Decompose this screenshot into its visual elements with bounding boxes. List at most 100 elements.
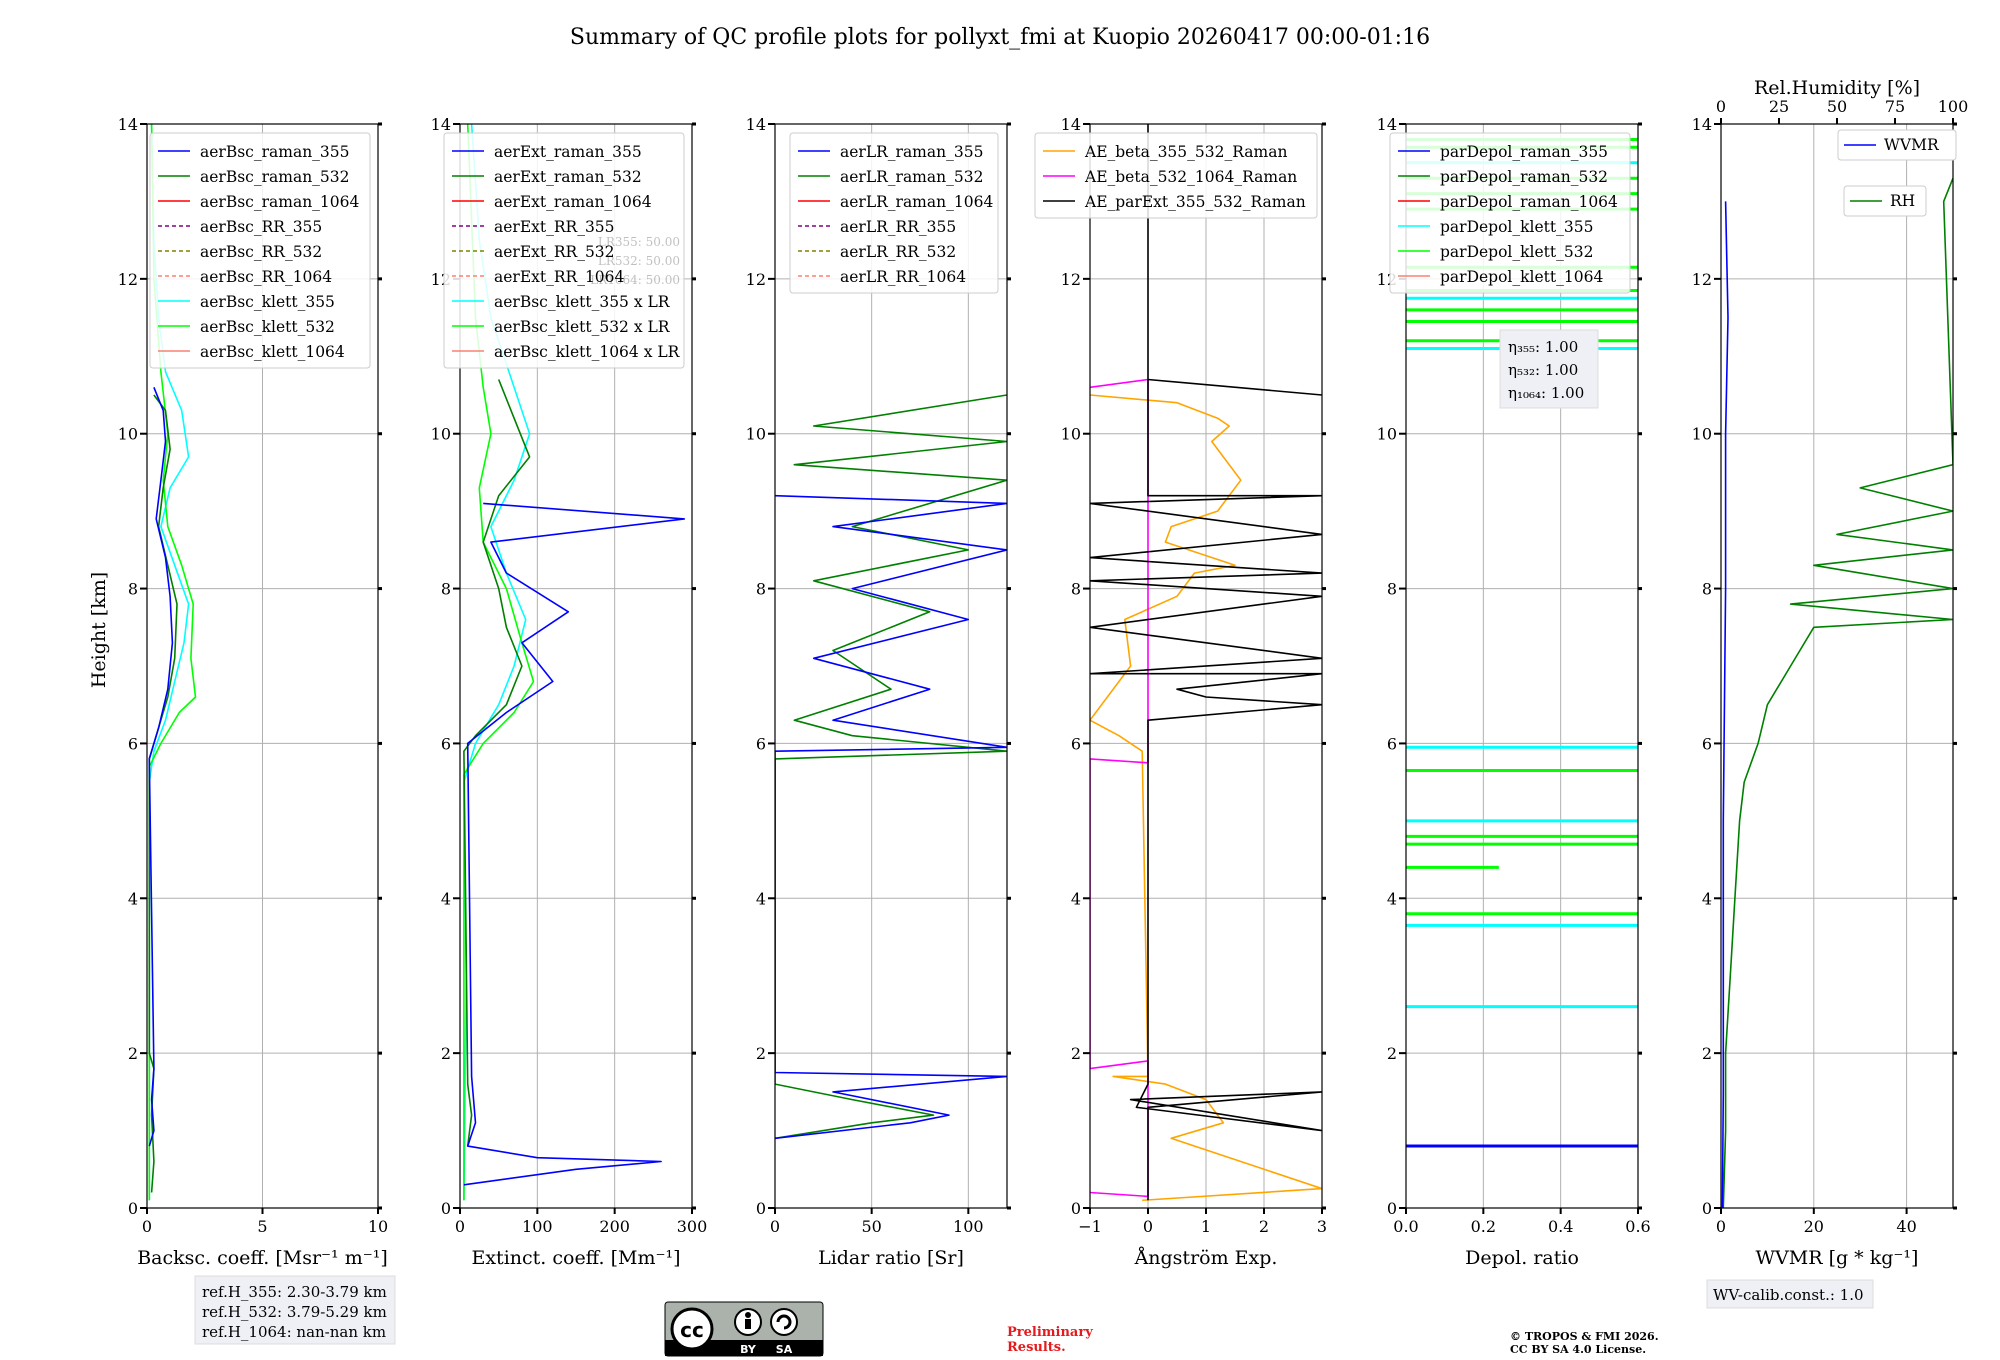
- x-tick-label: 0.2: [1471, 1217, 1496, 1236]
- x-tick-label: 200: [599, 1217, 630, 1236]
- y-tick-label: 14: [1377, 115, 1397, 134]
- by-person-body: [745, 1319, 751, 1329]
- legend-label: aerExt_raman_355: [494, 143, 642, 161]
- y-tick-label: 8: [1071, 580, 1081, 599]
- wv-calib-box-bg: [1706, 1279, 1874, 1309]
- y-tick-label: 6: [441, 734, 451, 753]
- lr-note: LR1064: 50.00: [590, 273, 680, 287]
- y-tick-label: 0: [1387, 1199, 1397, 1218]
- series-line-WVMR: [1721, 201, 1729, 1208]
- y-tick-label: 12: [1061, 270, 1081, 289]
- x-tick-label: 50: [861, 1217, 881, 1236]
- top-x-tick-label: 100: [1938, 97, 1969, 116]
- cc-icon: [670, 1307, 714, 1351]
- x-tick-label: 40: [1896, 1217, 1916, 1236]
- y-tick-label: 6: [128, 734, 138, 753]
- x-axis-label: WVMR [g * kg⁻¹]: [1756, 1247, 1919, 1269]
- x-axis-label: Depol. ratio: [1465, 1247, 1579, 1269]
- top-x-tick-label: 25: [1769, 97, 1789, 116]
- legend-label: aerExt_RR_1064: [494, 268, 625, 286]
- copyright-line-1: © TROPOS & FMI 2026.: [1510, 1330, 1659, 1343]
- y-tick-label: 8: [441, 580, 451, 599]
- x-tick-label: 100: [953, 1217, 984, 1236]
- ref-h-1064: ref.H_1064: nan-nan km: [202, 1323, 386, 1341]
- legend-box: [1389, 132, 1631, 294]
- y-tick-label: 10: [1692, 425, 1712, 444]
- x-tick-label: 2: [1259, 1217, 1269, 1236]
- series-line-aerExt_raman_532: [463, 379, 531, 1147]
- legend-label: parDepol_klett_532: [1440, 243, 1593, 261]
- panel-lidar_ratio: 0 2 4 6 8 10 12 14 0 50 100 Lidar ratio [Sr] aerLR_r…: [746, 115, 1011, 1269]
- y-tick-label: 2: [441, 1044, 451, 1063]
- legend-label: aerBsc_klett_532: [200, 318, 335, 336]
- y-tick-label: 4: [1387, 889, 1397, 908]
- legend-label: aerBsc_klett_355 x LR: [494, 293, 671, 311]
- panel-data: [1090, 124, 1322, 1202]
- y-tick-label: 6: [1702, 734, 1712, 753]
- y-tick-label: 2: [756, 1044, 766, 1063]
- legend-box: [1034, 132, 1318, 219]
- ref-height-box: ref.H_355: 2.30-3.79 km ref.H_532: 3.79-…: [194, 1275, 396, 1345]
- x-tick-label: 1: [1201, 1217, 1211, 1236]
- y-tick-label: 14: [746, 115, 766, 134]
- top-x-tick-label: 50: [1827, 97, 1847, 116]
- y-tick-label: 4: [756, 889, 766, 908]
- panel-frame: [1405, 123, 1639, 1209]
- y-tick-label: 10: [1061, 425, 1081, 444]
- x-tick-label: 0.6: [1625, 1217, 1650, 1236]
- legend-label: aerBsc_klett_355: [200, 293, 335, 311]
- y-tick-label: 4: [441, 889, 451, 908]
- lr-note: LR355: 50.00: [598, 235, 680, 249]
- wv-calib-const: WV-calib.const.: 1.0: [1713, 1286, 1864, 1304]
- panel-data: [463, 124, 686, 1201]
- x-tick-label: 10: [368, 1217, 388, 1236]
- y-tick-label: 12: [118, 270, 138, 289]
- x-tick-label: 3: [1317, 1217, 1327, 1236]
- series-line-aerBsc_klett_532: [148, 124, 197, 1201]
- legend-label: parDepol_klett_1064: [1440, 268, 1603, 286]
- eta-box: [1499, 329, 1599, 409]
- panel-frame: [774, 123, 1008, 1209]
- x-tick-label: 300: [677, 1217, 708, 1236]
- legend-label: aerBsc_klett_1064: [200, 343, 345, 361]
- legend-label: parDepol_raman_355: [1440, 143, 1608, 161]
- legend-label: aerBsc_klett_532 x LR: [494, 318, 671, 336]
- y-tick-label: 0: [1071, 1199, 1081, 1218]
- x-tick-label: −1: [1078, 1217, 1102, 1236]
- legend-label: aerBsc_raman_1064: [200, 193, 360, 211]
- legend-label: parDepol_raman_532: [1440, 168, 1608, 186]
- legend-label: aerExt_RR_355: [494, 218, 615, 236]
- copyright-line-2: CC BY SA 4.0 License.: [1510, 1343, 1646, 1356]
- legend-label: RH: [1890, 192, 1915, 210]
- y-tick-label: 6: [756, 734, 766, 753]
- legend-label: aerLR_raman_532: [840, 168, 983, 186]
- x-tick-label: 0: [455, 1217, 465, 1236]
- y-tick-label: 8: [756, 580, 766, 599]
- legend-label: aerLR_RR_355: [840, 218, 956, 236]
- legend-label: aerBsc_raman_532: [200, 168, 350, 186]
- results-label: Results.: [1007, 1340, 1066, 1355]
- sa-arrow: [776, 1314, 792, 1330]
- y-tick-label: 2: [1702, 1044, 1712, 1063]
- ref-h-355: ref.H_355: 2.30-3.79 km: [202, 1283, 387, 1301]
- cc-icon-label: cc: [680, 1318, 704, 1342]
- legend-label: aerExt_raman_532: [494, 168, 642, 186]
- y-tick-label: 14: [431, 115, 451, 134]
- wv-calib-box: WV-calib.const.: 1.0: [1706, 1279, 1874, 1309]
- series-line-aerBsc_klett_532 x LR: [463, 124, 535, 1201]
- sa-icon: [770, 1308, 798, 1336]
- panel-data: [1721, 177, 1953, 1208]
- ref-height-box-bg: [194, 1275, 396, 1345]
- legend-label: aerExt_RR_532: [494, 243, 615, 261]
- preliminary-label: Preliminary: [1007, 1325, 1093, 1340]
- x-axis-label: Backsc. coeff. [Msr⁻¹ m⁻¹]: [137, 1247, 388, 1269]
- eta-value: η₅₃₂: 1.00: [1508, 361, 1578, 379]
- by-person-head: [745, 1312, 751, 1318]
- y-tick-label: 10: [1377, 425, 1397, 444]
- x-tick-label: 0: [1143, 1217, 1153, 1236]
- legend-label: parDepol_klett_355: [1440, 218, 1593, 236]
